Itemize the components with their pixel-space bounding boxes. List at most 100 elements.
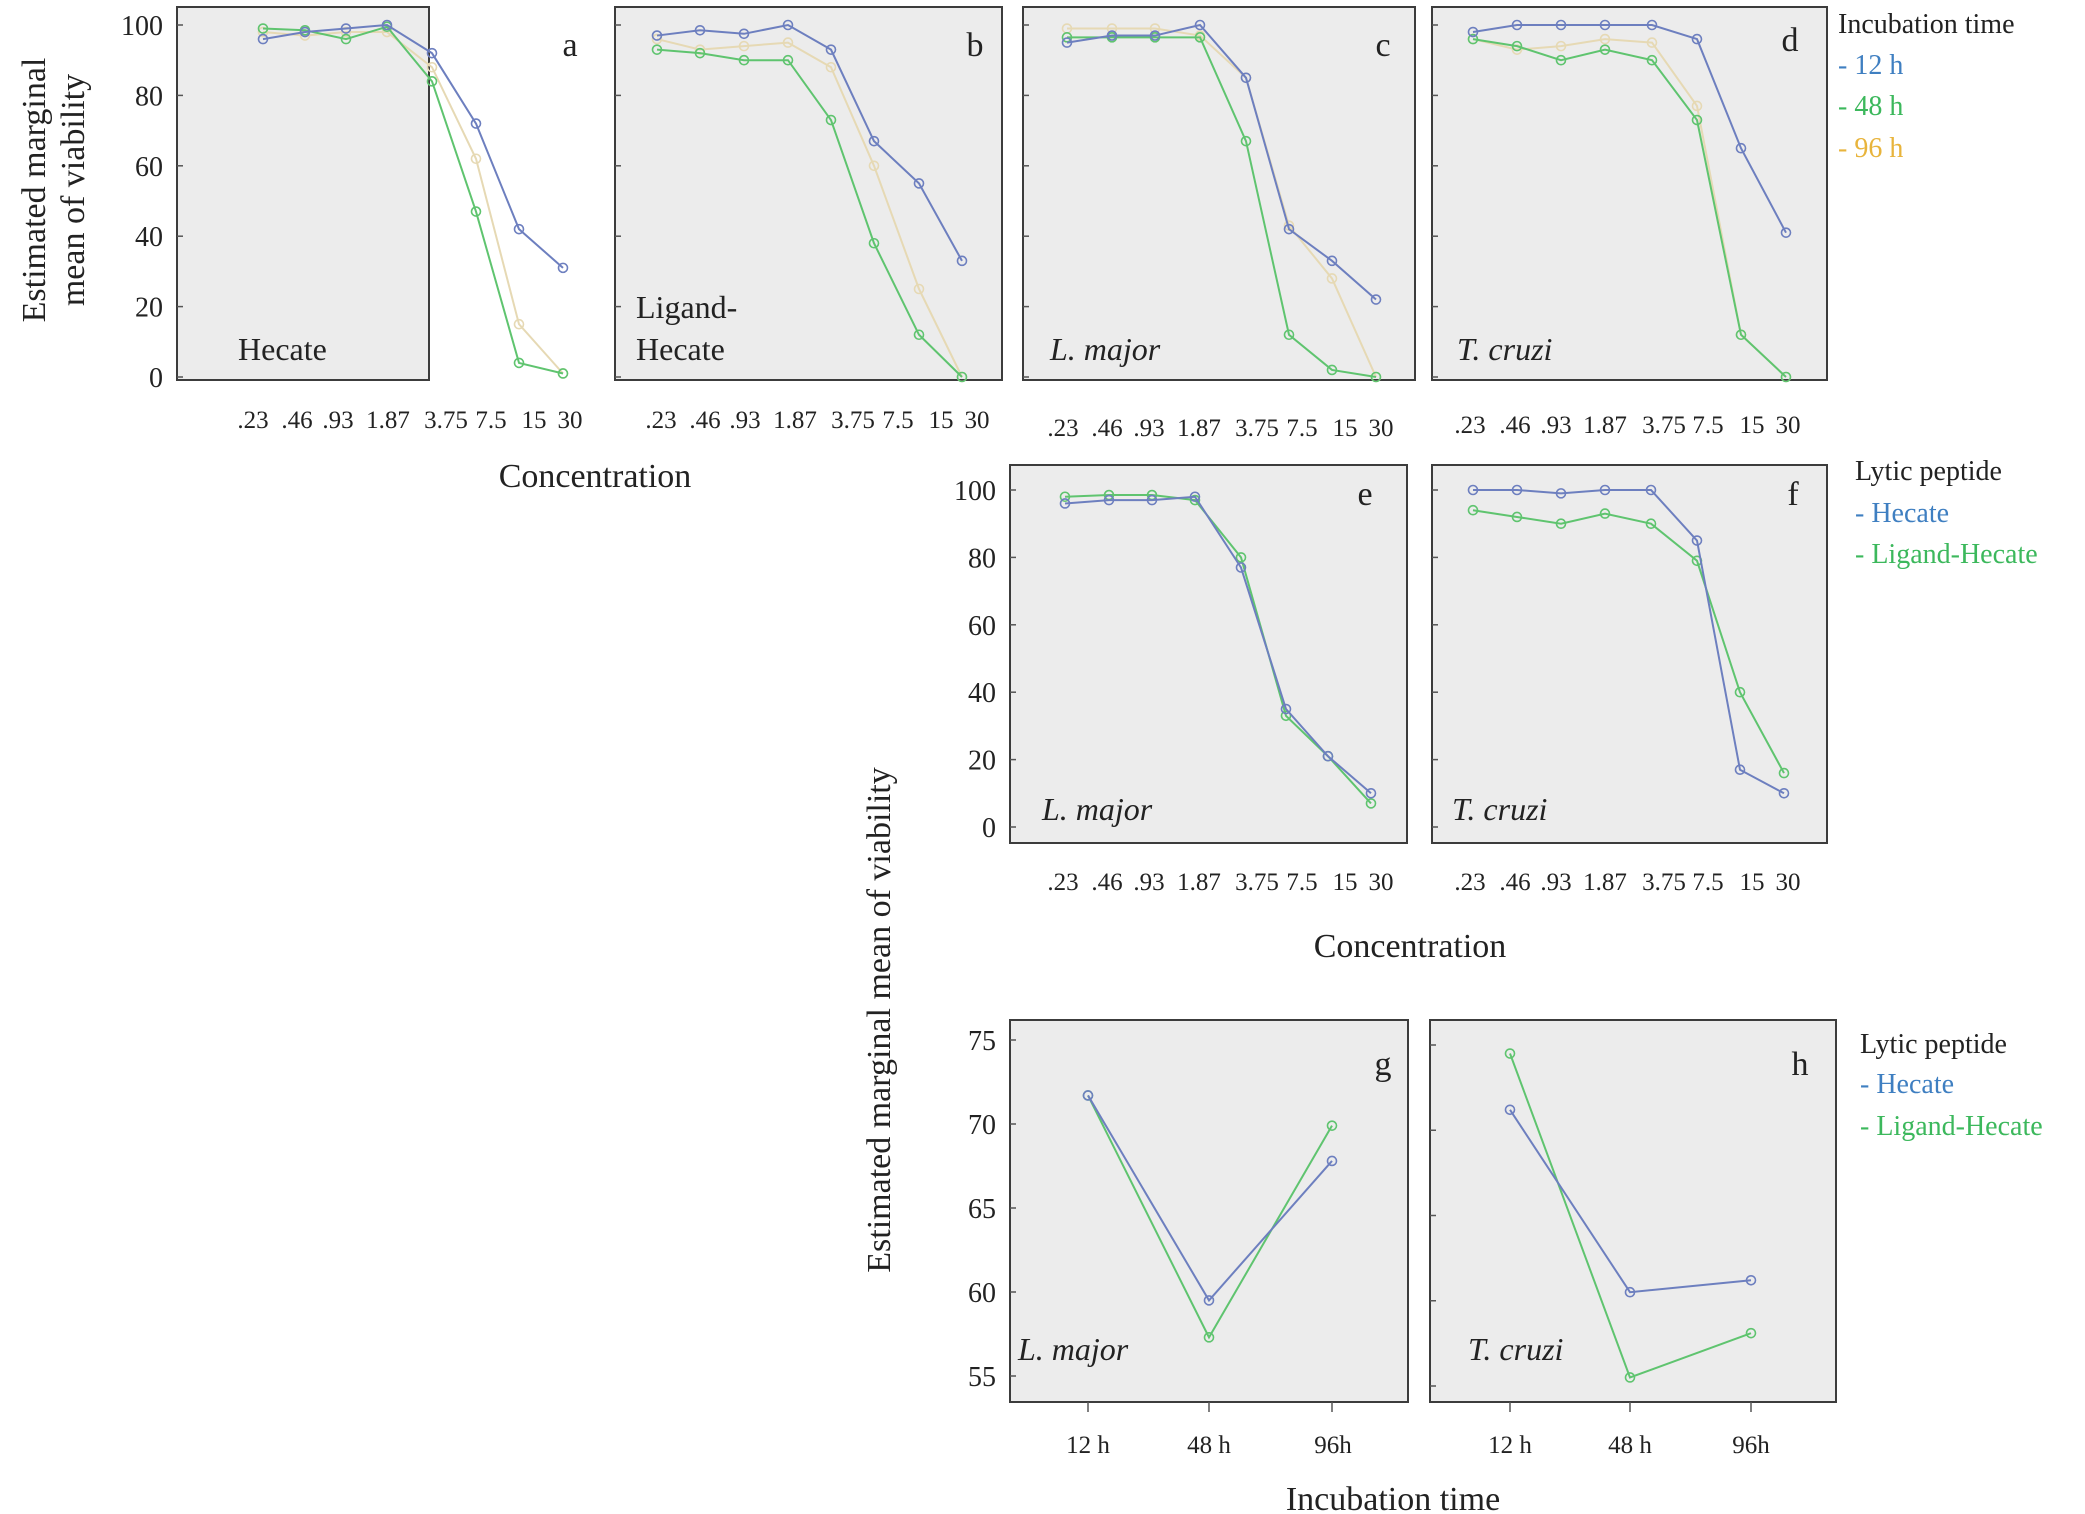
y-axis-title-bottom: Estimated marginal mean of viability <box>861 767 898 1272</box>
x-tick-label: 96h <box>1732 1432 1770 1459</box>
series-ligand-hecate <box>1504 1048 1757 1383</box>
data-point <box>868 135 880 147</box>
data-point <box>1599 508 1611 519</box>
panel-letter: d <box>1782 22 1799 59</box>
data-point <box>1467 33 1479 45</box>
data-point <box>913 329 925 341</box>
data-point <box>1365 798 1377 809</box>
data-point <box>1624 1372 1636 1383</box>
panel-letter: a <box>562 27 577 64</box>
plot-area <box>1431 6 1828 381</box>
data-point <box>426 47 438 59</box>
data-point <box>738 40 750 52</box>
data-point <box>1691 114 1703 126</box>
x-tick-label: 1.87 <box>773 407 817 434</box>
series-line <box>1066 23 1377 301</box>
inset-label: Hecate <box>636 331 725 367</box>
y-tick-label: 20 <box>968 746 996 777</box>
x-tick-label: 30 <box>558 407 583 434</box>
data-point <box>1240 135 1252 147</box>
inset-label: T. cruzi <box>1457 331 1552 367</box>
legend-title: Lytic peptide <box>1855 456 2002 487</box>
data-point <box>1599 19 1611 31</box>
data-point <box>1691 535 1703 546</box>
x-tick-label: 1.87 <box>366 407 410 434</box>
data-point <box>1189 494 1201 506</box>
data-point <box>299 26 311 38</box>
data-point <box>470 118 482 129</box>
series-line <box>656 23 963 262</box>
x-tick-label: .23 <box>645 407 676 434</box>
series-48-h <box>651 44 968 383</box>
chart-panel-d: .23 .46 .93 1.87 3.75 7.5 15 30 T. cruzi d <box>1431 6 1828 439</box>
data-point <box>257 33 269 45</box>
series-line <box>1509 1053 1752 1379</box>
data-point <box>782 19 794 31</box>
x-axis-title-mid: Concentration <box>1314 928 1507 965</box>
data-point <box>825 44 837 55</box>
series-hecate <box>1504 1104 1757 1298</box>
data-point <box>1511 19 1523 31</box>
data-point <box>825 61 837 73</box>
plot-area <box>614 6 1003 381</box>
x-tick-label: 30 <box>1776 412 1801 439</box>
series-hecate <box>1059 491 1377 799</box>
x-tick-label: 3.75 <box>1235 415 1279 442</box>
x-tick-label: 7.5 <box>1692 869 1723 896</box>
x-tick-label: .46 <box>1091 869 1122 896</box>
legend-item-hecate: - Hecate <box>1855 498 1949 529</box>
data-point <box>1235 552 1247 563</box>
x-tick-label: 1.87 <box>1177 869 1221 896</box>
panel-letter: f <box>1787 476 1799 513</box>
data-point <box>1146 494 1158 506</box>
legend-incubation-time: Incubation time - 12 h - 48 h - 96 h <box>1838 9 2015 164</box>
x-tick-label: 30 <box>1369 869 1394 896</box>
x-tick-label: 7.5 <box>882 407 913 434</box>
data-point <box>1235 562 1247 573</box>
x-tick-label: 3.75 <box>1235 869 1279 896</box>
chart-panel-a: 0 20 40 60 80 100 .23 .46 .93 1.87 3.75 7.5 15 30 Heca… <box>121 6 583 434</box>
x-tick-label: .46 <box>1499 869 1530 896</box>
inset-label: L. major <box>1041 791 1153 827</box>
data-point <box>1106 30 1118 41</box>
data-point <box>340 33 352 45</box>
inset-label: Hecate <box>238 331 327 367</box>
data-point <box>1555 488 1567 499</box>
series-line <box>262 23 564 269</box>
x-tick-label: 15 <box>1333 869 1358 896</box>
data-point <box>1103 494 1115 506</box>
data-point <box>1511 484 1523 496</box>
data-point <box>1645 518 1657 530</box>
data-point <box>694 24 706 36</box>
x-tick-label: 1.87 <box>1583 412 1627 439</box>
data-point <box>1194 32 1206 43</box>
x-tick-label: 7.5 <box>1286 869 1317 896</box>
series-ligand-hecate <box>1467 504 1790 779</box>
data-point <box>1365 787 1377 799</box>
x-tick-label: .23 <box>1047 415 1078 442</box>
data-point <box>1149 30 1161 41</box>
chart-panel-h: 12 h 48 h 96h T. cruzi h <box>1429 1019 1837 1459</box>
y-tick-label: 60 <box>968 1278 996 1309</box>
data-point <box>557 262 569 274</box>
plot-area <box>1429 1019 1837 1403</box>
data-point <box>1189 491 1201 503</box>
data-point <box>1194 19 1206 31</box>
data-point <box>956 371 968 383</box>
data-point <box>1599 33 1611 45</box>
inset-label: L. major <box>1017 1331 1129 1367</box>
data-point <box>426 61 438 73</box>
data-point <box>257 26 269 38</box>
chart-panel-f: .23 .46 .93 1.87 3.75 7.5 15 30 T. cruzi f <box>1431 464 1828 896</box>
legend-item-12h: - 12 h <box>1838 50 1903 81</box>
series-line <box>1067 36 1377 378</box>
x-tick-label: 3.75 <box>1642 869 1686 896</box>
data-point <box>1059 491 1071 503</box>
legend-title: Lytic peptide <box>1860 1029 2007 1060</box>
x-tick-label: 3.75 <box>831 407 875 434</box>
y-axis-title-top-line2: mean of viability <box>55 74 92 306</box>
data-point <box>426 76 438 87</box>
chart-panel-b: .23 .46 .93 1.87 3.75 7.5 15 30 Ligand- Hecate b <box>614 6 1003 434</box>
inset-label: T. cruzi <box>1468 1331 1563 1367</box>
data-point <box>1780 371 1792 383</box>
